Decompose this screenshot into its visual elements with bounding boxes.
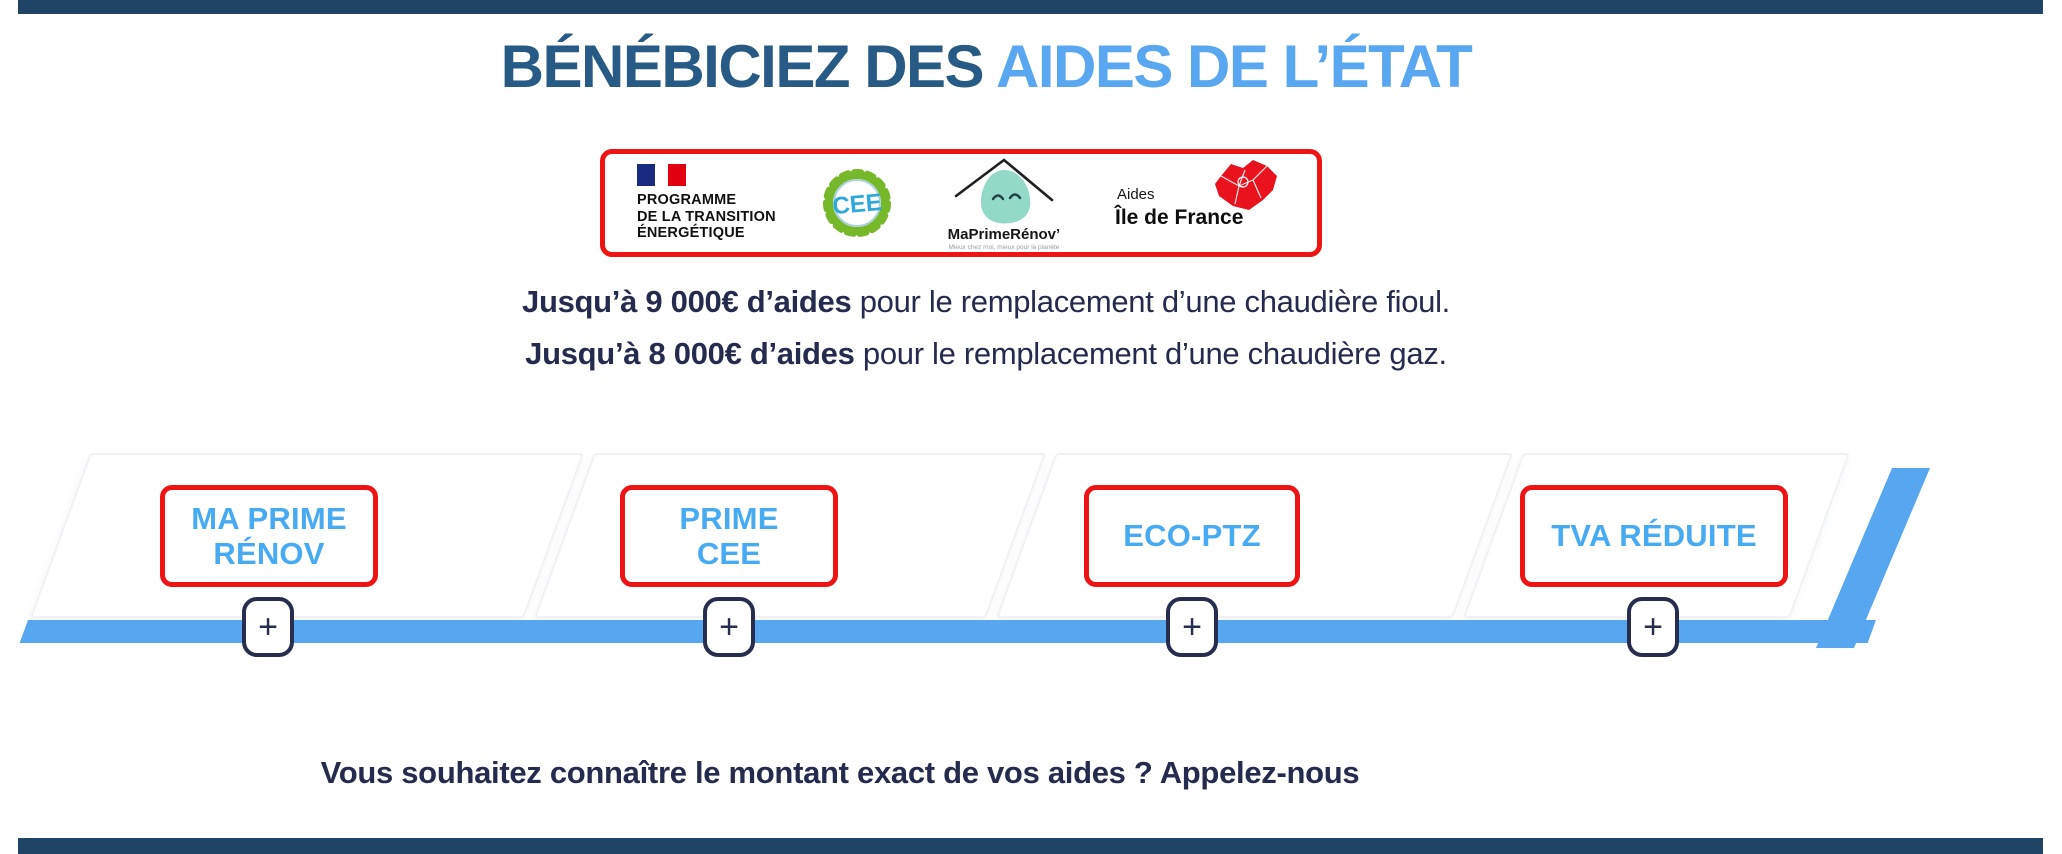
aid-amount-fioul-rest: pour le remplacement d’une chaudière fio… <box>851 284 1451 319</box>
aid-box-ma-prime-renov[interactable]: MA PRIME RÉNOV <box>160 485 378 587</box>
expand-ma-prime-renov-button[interactable]: + <box>242 597 294 657</box>
page-title: BÉNÉBICIEZ DES AIDES DE L’ÉTAT <box>0 32 1972 101</box>
aid-amount-gaz-bold: Jusqu’à 8 000€ d’aides <box>525 336 855 371</box>
bottom-navy-bar <box>18 838 2043 854</box>
maprimerenov-tagline: Mieux chez moi, mieux pour la planète <box>948 243 1060 251</box>
aid-box-prime-cee[interactable]: PRIME CEE <box>620 485 838 587</box>
aid-amount-gaz-rest: pour le remplacement d’une chaudière gaz… <box>854 336 1447 371</box>
maprimerenov-logo: MaPrimeRénov’ Mieux chez moi, mieux pour… <box>938 156 1070 251</box>
programme-line-3: ÉNERGÉTIQUE <box>637 225 745 242</box>
expand-tva-reduite-button[interactable]: + <box>1627 597 1679 657</box>
page-title-light-part: AIDES DE L’ÉTAT <box>996 33 1473 100</box>
idf-label-aides: Aides <box>1117 186 1155 203</box>
aid-amount-line-gaz: Jusqu’à 8 000€ d’aides pour le remplacem… <box>0 336 1972 372</box>
footer-cta-text: Vous souhaitez connaître le montant exac… <box>320 755 1360 790</box>
ile-de-france-map-icon <box>1215 160 1277 210</box>
programme-line-1: PROGRAMME <box>637 192 737 209</box>
aid-amount-fioul-bold: Jusqu’à 9 000€ d’aides <box>522 284 852 319</box>
programme-line-2: DE LA TRANSITION <box>637 208 776 225</box>
cee-logo-icon: CEE <box>821 167 893 239</box>
timeline-blue-bar <box>19 620 1877 643</box>
aid-box-eco-ptz[interactable]: ECO-PTZ <box>1084 485 1300 587</box>
flag-blue-block <box>637 164 655 187</box>
expand-eco-ptz-button[interactable]: + <box>1166 597 1218 657</box>
flag-red-block <box>668 164 686 187</box>
idf-label-name: Île de France <box>1115 206 1244 229</box>
programme-transition-energetique-logo: PROGRAMME DE LA TRANSITION ÉNERGÉTIQUE <box>637 164 776 242</box>
partner-logos-strip: PROGRAMME DE LA TRANSITION ÉNERGÉTIQUE C… <box>600 149 1322 257</box>
cee-label: CEE <box>831 189 883 220</box>
maprimerenov-label: MaPrimeRénov’ <box>947 225 1061 243</box>
top-navy-bar <box>18 0 2043 14</box>
aides-ile-de-france-logo: Aides Île de France <box>1115 158 1285 248</box>
french-flag-icon <box>637 164 776 187</box>
aid-amount-line-fioul: Jusqu’à 9 000€ d’aides pour le remplacem… <box>0 284 1972 320</box>
expand-prime-cee-button[interactable]: + <box>703 597 755 657</box>
aid-box-tva-reduite[interactable]: TVA RÉDUITE <box>1520 485 1788 587</box>
page-title-dark-part: BÉNÉBICIEZ DES <box>500 33 997 100</box>
maprimerenov-house-icon <box>954 157 1054 224</box>
